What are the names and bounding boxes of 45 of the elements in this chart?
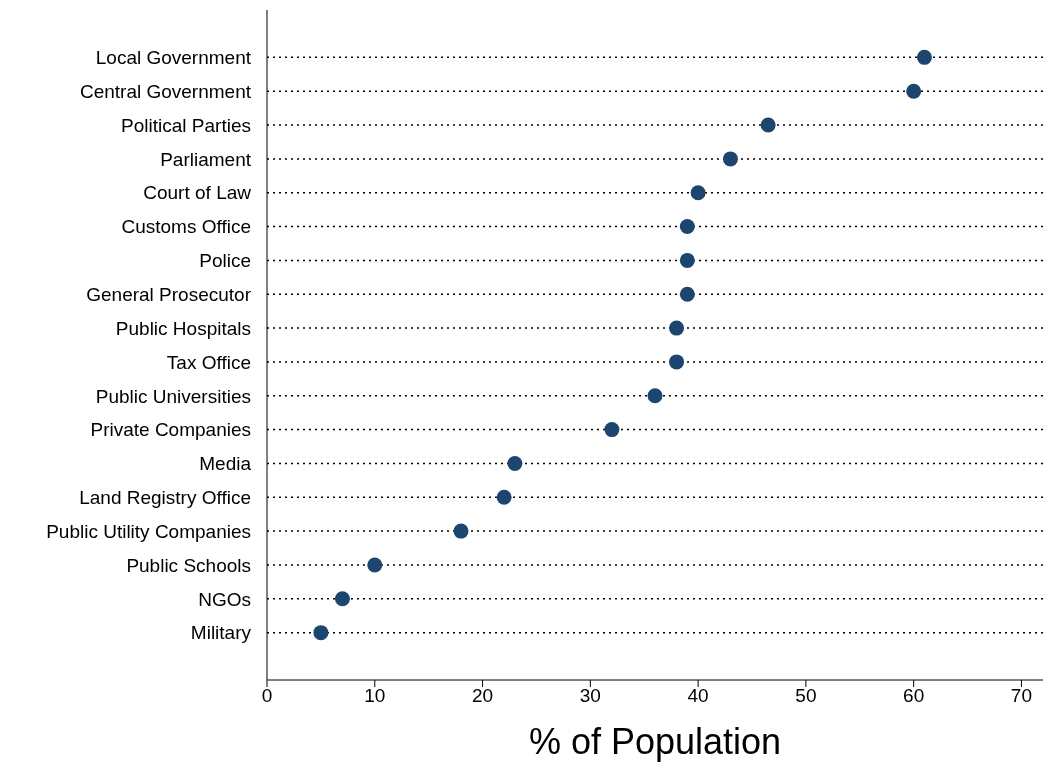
y-tick-label: Public Schools	[126, 554, 251, 576]
x-axis-title: % of Population	[528, 721, 782, 762]
point	[453, 523, 469, 539]
point	[722, 151, 738, 167]
y-tick-label: Local Government	[95, 47, 252, 69]
point	[669, 354, 685, 370]
y-tick-label: Public Hospitals	[115, 317, 251, 339]
y-tick-label: Parliament	[160, 148, 252, 170]
point	[669, 320, 685, 336]
x-tick-label: 10	[364, 685, 386, 707]
y-tick-label: Public Universities	[95, 385, 251, 407]
y-tick-label: Land Registry Office	[79, 487, 251, 509]
point	[647, 388, 663, 404]
y-tick-label: Customs Office	[121, 216, 251, 238]
point	[507, 455, 523, 471]
point	[760, 117, 776, 133]
point	[679, 286, 695, 302]
x-tick-label: 0	[261, 685, 273, 707]
point	[679, 252, 695, 268]
y-tick-label: Public Utility Companies	[46, 520, 251, 542]
point	[679, 219, 695, 235]
y-tick-label: Private Companies	[90, 419, 251, 441]
point	[496, 489, 512, 505]
y-tick-label: NGOs	[198, 588, 251, 610]
y-tick-label: Police	[199, 250, 251, 272]
point	[604, 422, 620, 438]
point	[690, 185, 706, 201]
x-tick-label: 40	[687, 685, 709, 707]
y-tick-label: General Prosecutor	[86, 283, 252, 305]
x-tick-label: 60	[903, 685, 925, 707]
y-tick-label: Tax Office	[166, 351, 251, 373]
x-tick-label: 30	[579, 685, 601, 707]
y-tick-label: Political Parties	[121, 114, 251, 136]
x-tick-label: 50	[795, 685, 817, 707]
y-tick-label: Military	[190, 622, 252, 644]
x-tick-label: 20	[471, 685, 494, 707]
point	[313, 625, 329, 641]
y-tick-label: Central Government	[79, 80, 252, 102]
y-tick-label: Court of Law	[143, 182, 252, 204]
x-tick-label: 70	[1010, 685, 1033, 707]
point	[916, 49, 932, 65]
point	[906, 83, 922, 99]
point	[367, 557, 383, 573]
point	[334, 591, 350, 607]
y-tick-label: Media	[199, 453, 252, 475]
